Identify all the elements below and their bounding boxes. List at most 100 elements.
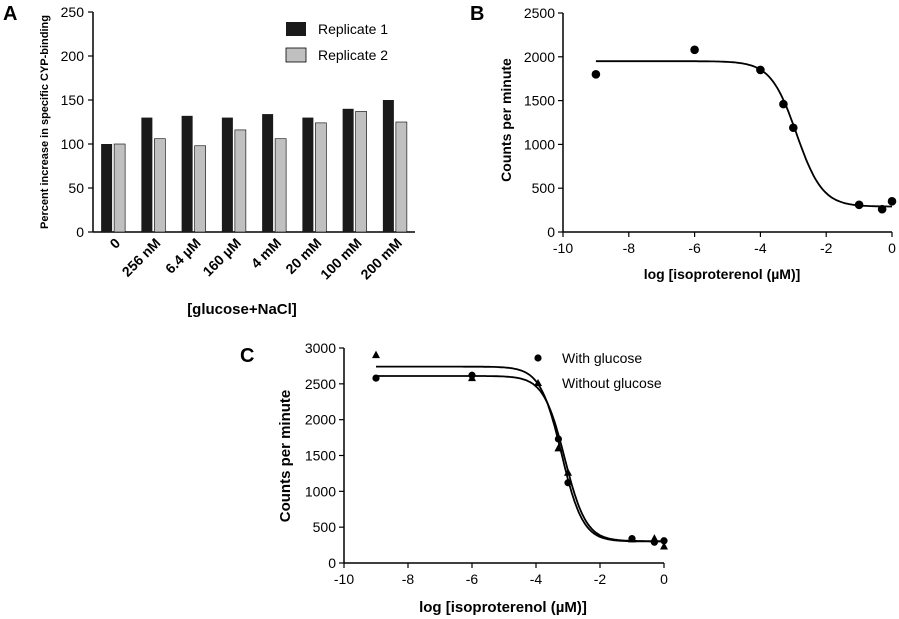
panel-c-x-tick-label-1: -8 bbox=[402, 571, 415, 587]
legend-swatch-replicate-2 bbox=[285, 47, 307, 63]
panel-c-x-label: log [isoproterenol (µM)] bbox=[419, 599, 587, 616]
panel-a-letter: A bbox=[3, 3, 17, 25]
panel-c-axes: 0 500 1000 1500 2000 2500 3000 -10 -8 -6 -4 -2 0 bbox=[305, 340, 668, 587]
data-point-b-series-0-3 bbox=[779, 99, 788, 109]
panel-a-x-tick-label-0: 0 bbox=[106, 235, 123, 252]
panel-c-letter: C bbox=[240, 345, 254, 367]
legend-label-with-glucose: With glucose bbox=[562, 350, 642, 366]
panel-b-letter: B bbox=[470, 3, 484, 25]
bar-replicate-1-20-mm bbox=[302, 117, 314, 232]
bar-replicate-2-0 bbox=[113, 143, 126, 233]
panel-a-x-label: [glucose+NaCl] bbox=[187, 301, 297, 318]
panel-a-y-tick-label-4: 200 bbox=[61, 48, 85, 64]
panel-b-y-tick-label-5: 2500 bbox=[524, 5, 555, 21]
panel-c-x-tick-label-0: -10 bbox=[334, 571, 354, 587]
panel-b-x-tick-label-0: -10 bbox=[553, 240, 573, 256]
panel-b: B 0 500 1000 1500 2000 2500 -10 -8 -6 -4 -2 0 Count… bbox=[470, 3, 897, 282]
panel-c-x-tick-label-3: -4 bbox=[530, 571, 543, 587]
legend-label-replicate-1: Replicate 1 bbox=[318, 21, 388, 37]
panel-c: C 0 500 1000 1500 2000 2500 3000 -10 -8 -6 -4 -2 0 C… bbox=[240, 340, 668, 616]
bar-replicate-2-256-nm bbox=[154, 138, 166, 233]
panel-a-bars bbox=[101, 100, 408, 233]
panel-c-legend: With glucose Without glucose bbox=[534, 350, 662, 391]
panel-b-points bbox=[591, 45, 897, 214]
bar-replicate-2-6-4-m bbox=[194, 145, 206, 233]
panel-c-y-tick-label-5: 2500 bbox=[305, 376, 336, 392]
panel-c-y-tick-label-0: 0 bbox=[328, 555, 336, 571]
panel-a-x-tick-label-7: 200 mM bbox=[357, 235, 405, 283]
data-point-b-series-0-6 bbox=[877, 204, 887, 214]
bar-replicate-1-0 bbox=[101, 144, 113, 232]
bar-replicate-2-100-mm bbox=[355, 111, 367, 233]
panel-c-points bbox=[372, 350, 668, 550]
data-point-c-without-glucose-3 bbox=[564, 468, 572, 476]
data-point-b-series-0-0 bbox=[591, 70, 601, 79]
panel-b-x-tick-label-2: -6 bbox=[688, 240, 701, 256]
panel-a-y-tick-label-3: 150 bbox=[61, 92, 85, 108]
bar-replicate-1-6-4-m bbox=[181, 115, 193, 232]
data-point-c-without-glucose-0 bbox=[372, 350, 380, 359]
panel-b-y-tick-label-1: 500 bbox=[532, 180, 556, 196]
panel-a-legend: Replicate 1 Replicate 2 bbox=[285, 21, 388, 63]
panel-a-x-tick-label-1: 256 nM bbox=[119, 235, 164, 280]
panel-c-y-tick-label-4: 2000 bbox=[305, 412, 336, 428]
panel-a-x-tick-label-4: 4 mM bbox=[248, 235, 285, 272]
fit-curve-c-with-glucose bbox=[376, 375, 664, 542]
legend-marker-with-glucose bbox=[534, 354, 542, 362]
bar-replicate-1-200-mm bbox=[382, 100, 394, 232]
panel-b-x-tick-label-4: -2 bbox=[820, 240, 833, 256]
panel-a-y-label: Percent increase in specific CYP-binding bbox=[39, 15, 51, 229]
panel-a-y-tick-label-0: 0 bbox=[76, 224, 84, 240]
panel-b-x-label: log [isoproterenol (µM)] bbox=[644, 266, 801, 282]
data-point-c-without-glucose-1 bbox=[468, 373, 476, 382]
fit-curve-b-item bbox=[595, 60, 892, 208]
legend-marker-without-glucose bbox=[534, 379, 542, 386]
bar-replicate-1-100-mm bbox=[342, 108, 354, 232]
data-point-c-without-glucose-2 bbox=[554, 443, 563, 452]
legend-label-replicate-2: Replicate 2 bbox=[318, 47, 388, 63]
panel-c-y-tick-label-6: 3000 bbox=[305, 340, 336, 356]
panel-b-x-tick-label-3: -4 bbox=[754, 240, 767, 256]
panel-b-y-tick-label-0: 0 bbox=[547, 224, 555, 240]
data-point-c-without-glucose-6 bbox=[660, 542, 668, 550]
bar-replicate-1-160-m bbox=[221, 117, 233, 232]
fit-curve-c-without-glucose bbox=[376, 365, 664, 543]
bar-replicate-2-200-mm bbox=[395, 121, 408, 233]
data-point-b-series-0-4 bbox=[789, 123, 798, 133]
panel-a-y-ticks: 0 50 100 150 200 250 bbox=[61, 4, 93, 240]
panel-b-fit-curves bbox=[595, 60, 892, 208]
panel-b-axes: 0 500 1000 1500 2000 2500 -10 -8 -6 -4 -2 0 bbox=[524, 5, 896, 256]
bar-replicate-1-4-mm bbox=[262, 114, 274, 232]
panel-a-y-tick-label-2: 100 bbox=[61, 136, 85, 152]
panel-c-y-label: Counts per minute bbox=[277, 390, 294, 523]
data-point-b-series-0-7 bbox=[887, 197, 897, 206]
bar-replicate-2-20-mm bbox=[315, 122, 327, 233]
panel-b-x-tick-label-5: 0 bbox=[888, 240, 896, 256]
data-point-c-without-glucose-5 bbox=[650, 534, 659, 542]
bar-replicate-2-160-m bbox=[234, 129, 247, 233]
panel-b-y-tick-label-3: 1500 bbox=[524, 93, 555, 109]
bar-replicate-2-4-mm bbox=[274, 138, 287, 233]
legend-label-without-glucose: Without glucose bbox=[562, 375, 662, 391]
panel-b-y-label: Counts per minute bbox=[498, 58, 514, 182]
data-point-b-series-0-1 bbox=[690, 45, 699, 55]
panel-a-x-tick-label-6: 100 mM bbox=[317, 235, 365, 283]
data-point-c-with-glucose-6 bbox=[660, 537, 668, 545]
panel-c-y-tick-label-1: 500 bbox=[313, 519, 337, 535]
data-point-b-series-0-5 bbox=[854, 200, 864, 210]
data-point-b-series-0-2 bbox=[756, 65, 765, 75]
panel-a-x-tick-label-3: 160 µM bbox=[199, 235, 244, 280]
bar-replicate-1-256-nm bbox=[141, 117, 153, 232]
panel-c-x-tick-label-2: -6 bbox=[466, 571, 479, 587]
data-point-c-with-glucose-0 bbox=[372, 374, 380, 382]
panel-c-x-tick-label-5: 0 bbox=[660, 571, 668, 587]
data-point-c-with-glucose-3 bbox=[564, 479, 572, 487]
panel-b-y-tick-label-4: 2000 bbox=[524, 49, 555, 65]
panel-a-y-tick-label-1: 50 bbox=[68, 180, 84, 196]
legend-swatch-replicate-1 bbox=[286, 22, 306, 36]
data-point-c-with-glucose-2 bbox=[554, 435, 563, 443]
panel-b-y-tick-label-2: 1000 bbox=[524, 136, 555, 152]
panel-a-y-tick-label-5: 250 bbox=[61, 4, 85, 20]
panel-c-x-tick-label-4: -2 bbox=[594, 571, 607, 587]
